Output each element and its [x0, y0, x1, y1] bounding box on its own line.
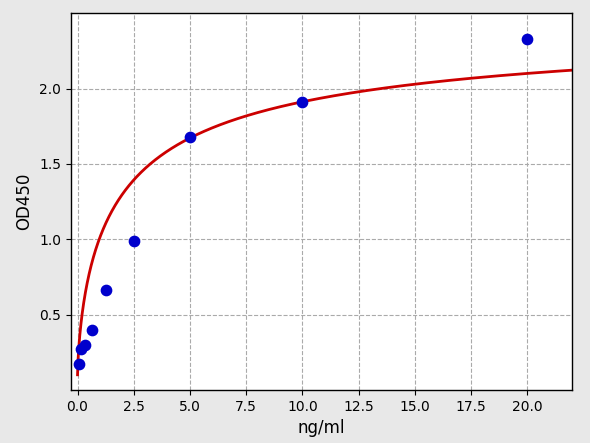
Point — [185, 133, 195, 140]
Point — [76, 346, 86, 353]
Point — [80, 341, 89, 348]
Point — [101, 287, 110, 294]
Point — [523, 35, 532, 43]
Y-axis label: OD450: OD450 — [15, 173, 34, 230]
Point — [74, 361, 84, 368]
X-axis label: ng/ml: ng/ml — [298, 419, 345, 437]
Point — [87, 326, 96, 333]
Point — [298, 99, 307, 106]
Point — [129, 237, 139, 244]
